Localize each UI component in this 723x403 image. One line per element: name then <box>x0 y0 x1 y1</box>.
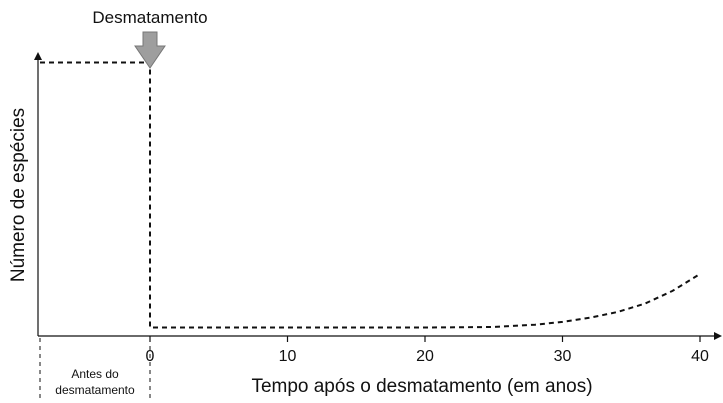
x-axis-title: Tempo após o desmatamento (em anos) <box>251 376 592 397</box>
x-tick-label: 20 <box>416 348 434 365</box>
pre-period-label-line1: Antes do <box>71 367 119 381</box>
x-tick-label: 10 <box>279 348 297 365</box>
x-tick-label: 30 <box>554 348 572 365</box>
series-line <box>40 61 701 329</box>
event-label: Desmatamento <box>92 8 207 27</box>
x-tick-label: 40 <box>691 348 709 365</box>
y-axis-title: Número de espécies <box>8 108 29 282</box>
axes <box>34 52 722 340</box>
down-arrow-icon <box>134 31 166 69</box>
deforestation-event-marker: Desmatamento <box>92 8 208 69</box>
x-ticks: 0 10 20 30 40 <box>146 336 709 365</box>
pre-period-label-line2: desmatamento <box>55 383 135 397</box>
pre-period-bracket: Antes do desmatamento <box>39 338 151 398</box>
